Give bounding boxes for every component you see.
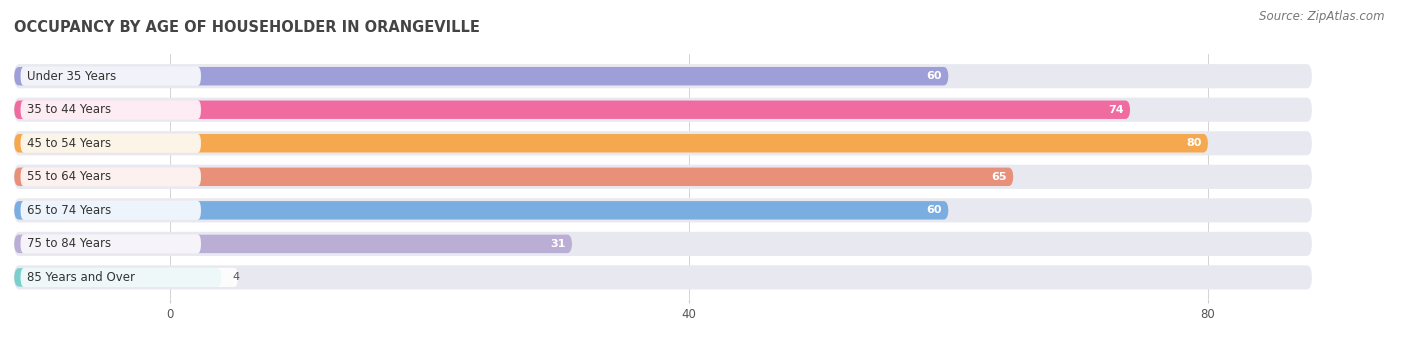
FancyBboxPatch shape: [21, 268, 238, 287]
FancyBboxPatch shape: [21, 234, 201, 253]
Text: 80: 80: [1187, 138, 1202, 148]
FancyBboxPatch shape: [14, 131, 1312, 155]
FancyBboxPatch shape: [14, 134, 1208, 152]
FancyBboxPatch shape: [21, 100, 201, 119]
Text: Source: ZipAtlas.com: Source: ZipAtlas.com: [1260, 10, 1385, 23]
Text: 74: 74: [1108, 105, 1123, 115]
Text: OCCUPANCY BY AGE OF HOUSEHOLDER IN ORANGEVILLE: OCCUPANCY BY AGE OF HOUSEHOLDER IN ORANG…: [14, 20, 479, 35]
FancyBboxPatch shape: [14, 235, 572, 253]
FancyBboxPatch shape: [21, 134, 201, 153]
FancyBboxPatch shape: [14, 268, 222, 287]
Text: 55 to 64 Years: 55 to 64 Years: [27, 170, 111, 183]
FancyBboxPatch shape: [14, 67, 949, 85]
Text: 85 Years and Over: 85 Years and Over: [27, 271, 135, 284]
FancyBboxPatch shape: [14, 165, 1312, 189]
FancyBboxPatch shape: [14, 265, 1312, 289]
FancyBboxPatch shape: [14, 98, 1312, 122]
Text: 35 to 44 Years: 35 to 44 Years: [27, 103, 111, 116]
FancyBboxPatch shape: [14, 168, 1014, 186]
FancyBboxPatch shape: [14, 198, 1312, 222]
Text: 45 to 54 Years: 45 to 54 Years: [27, 137, 111, 150]
Text: 60: 60: [927, 71, 942, 81]
FancyBboxPatch shape: [21, 167, 201, 186]
FancyBboxPatch shape: [14, 201, 949, 220]
FancyBboxPatch shape: [14, 64, 1312, 88]
Text: 75 to 84 Years: 75 to 84 Years: [27, 237, 111, 250]
Text: 31: 31: [550, 239, 565, 249]
FancyBboxPatch shape: [14, 232, 1312, 256]
Text: Under 35 Years: Under 35 Years: [27, 70, 117, 83]
Text: 4: 4: [232, 272, 239, 283]
Text: 60: 60: [927, 205, 942, 215]
FancyBboxPatch shape: [21, 67, 201, 86]
Text: 65 to 74 Years: 65 to 74 Years: [27, 204, 111, 217]
Text: 65: 65: [991, 172, 1007, 182]
FancyBboxPatch shape: [21, 201, 201, 220]
FancyBboxPatch shape: [14, 101, 1130, 119]
